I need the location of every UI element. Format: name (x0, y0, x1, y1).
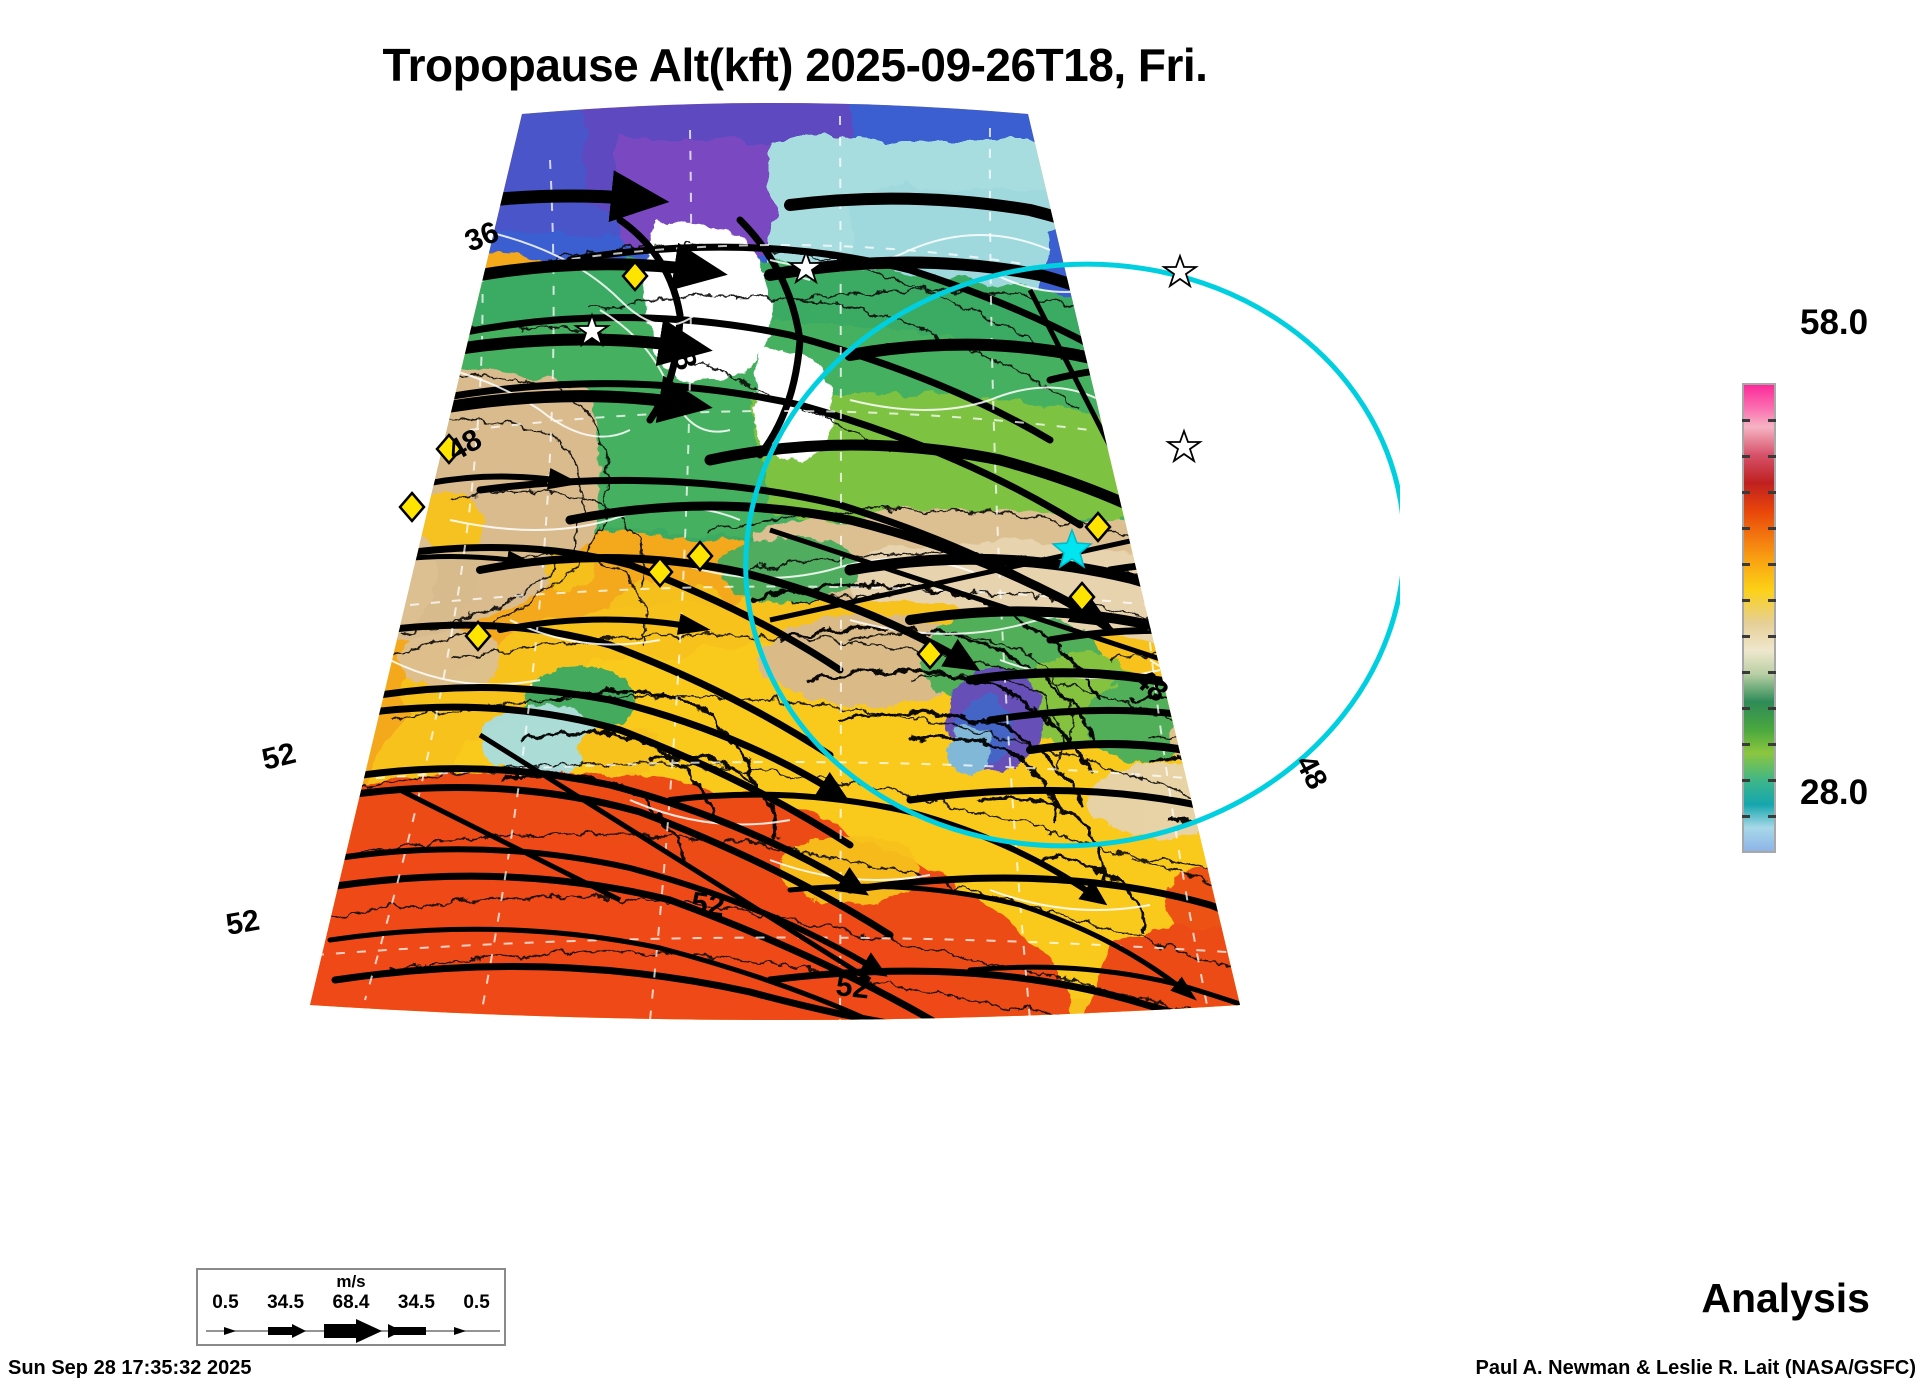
page-title: Tropopause Alt(kft) 2025-09-26T18, Fri. (382, 39, 1208, 91)
wind-speed-legend: m/s 0.5 34.5 68.4 34.5 0.5 (196, 1268, 506, 1346)
wind-legend-values: 0.5 34.5 68.4 34.5 0.5 (198, 1292, 504, 1314)
wind-legend-value: 34.5 (267, 1292, 305, 1313)
colorbar-tick (1768, 743, 1776, 746)
colorbar-tick (1768, 527, 1776, 530)
colorbar-tick (1742, 599, 1750, 602)
colorbar-tick (1768, 599, 1776, 602)
station-markers[interactable] (398, 249, 1203, 670)
yellow-diamond-marker (398, 260, 1112, 670)
map-panel[interactable]: 36 28 48 52 52 52 52 48 48 (150, 100, 1400, 1020)
colorbar-tick (1768, 815, 1776, 818)
white-star-marker (573, 249, 1203, 464)
colorbar-tick (1768, 779, 1776, 782)
credits-label: Paul A. Newman & Leslie R. Lait (NASA/GS… (1475, 1357, 1916, 1379)
generation-timestamp: Sun Sep 28 17:35:32 2025 (8, 1357, 252, 1379)
contour-label: 52 (223, 904, 262, 942)
contour-label: 52 (834, 969, 871, 1005)
colorbar-tick (1742, 455, 1750, 458)
colorbar-tick (1742, 419, 1750, 422)
colorbar-tick (1742, 491, 1750, 494)
colorbar-max-label: 58.0 (1800, 303, 1869, 342)
cyan-star-marker (1051, 527, 1093, 569)
colorbar-tick (1742, 563, 1750, 566)
orbit-ellipse[interactable] (708, 222, 1400, 888)
colorbar-tick (1742, 707, 1750, 710)
colorbar-tick (1768, 707, 1776, 710)
colorbar-gradient (1742, 383, 1776, 853)
colorbar-tick (1768, 563, 1776, 566)
colorbar-tick (1742, 815, 1750, 818)
map-field (310, 103, 1240, 1020)
analysis-label: Analysis (1701, 1275, 1870, 1321)
colorbar-tick (1742, 671, 1750, 674)
colorbar-tick (1768, 491, 1776, 494)
colorbar-tick (1768, 455, 1776, 458)
colorbar-tick (1742, 635, 1750, 638)
colorbar-tick (1768, 635, 1776, 638)
colorbar-tick (1768, 671, 1776, 674)
wind-legend-value: 34.5 (397, 1292, 435, 1313)
wind-legend-arrow-scale (206, 1319, 500, 1343)
colorbar (1742, 383, 1776, 853)
wind-legend-value: 0.5 (463, 1292, 490, 1313)
colorbar-min-label: 28.0 (1800, 773, 1869, 812)
wind-legend-value: 68.4 (332, 1292, 370, 1313)
colorbar-tick (1742, 743, 1750, 746)
wind-legend-value: 0.5 (212, 1292, 239, 1313)
colorbar-tick (1768, 419, 1776, 422)
colorbar-tick (1742, 779, 1750, 782)
colorbar-tick (1742, 527, 1750, 530)
contour-label: 52 (259, 737, 299, 777)
contour-label: 48 (1289, 750, 1334, 795)
wind-legend-unit-label: m/s (336, 1272, 366, 1291)
contour-label: 52 (689, 886, 727, 923)
